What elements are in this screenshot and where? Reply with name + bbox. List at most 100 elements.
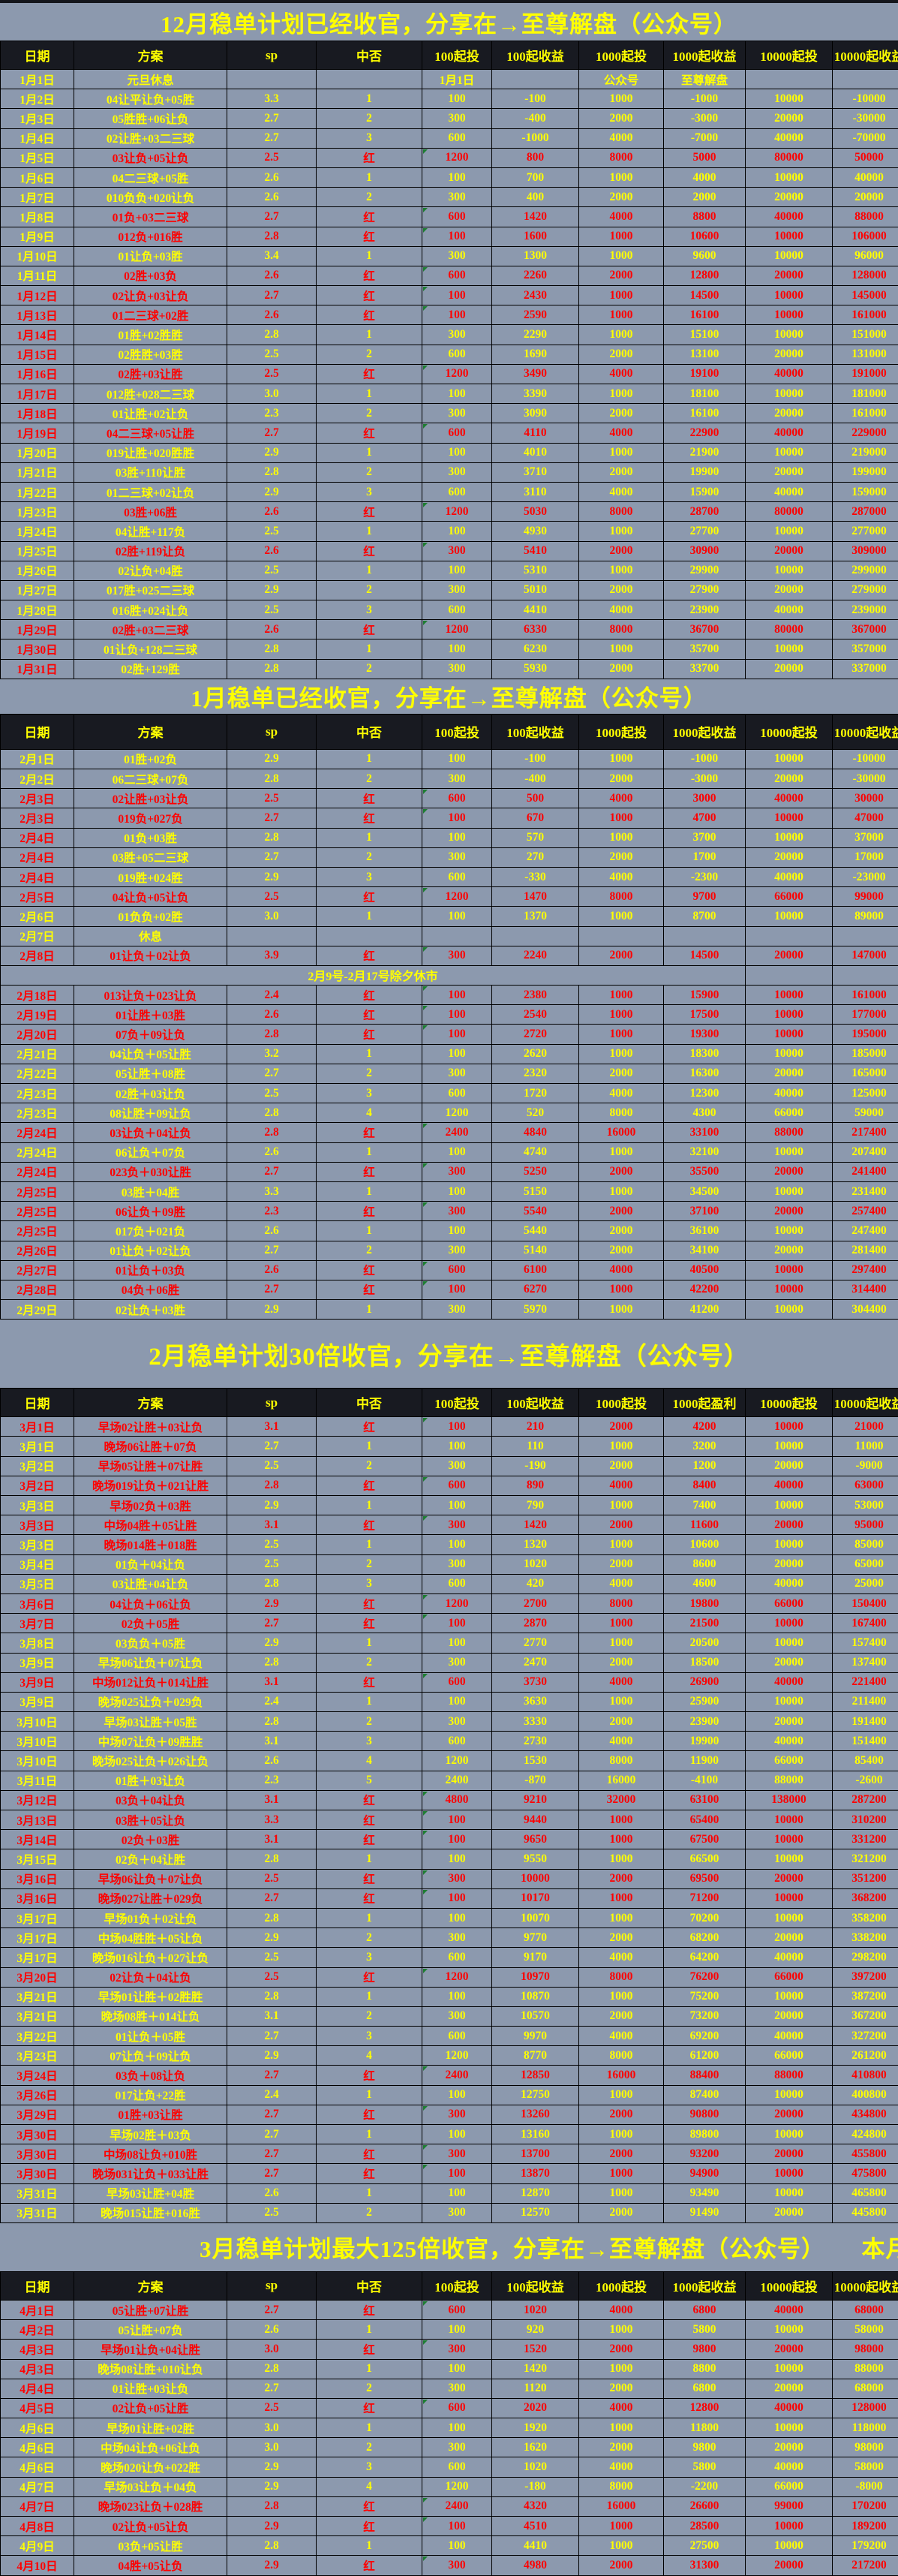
result-cell: 1: [317, 89, 422, 109]
stake10000-cell: 10000: [746, 1221, 833, 1241]
stake10000-cell: 10000: [746, 1417, 833, 1437]
stake100-cell: 100: [422, 1614, 492, 1633]
plan-cell: 晚场020让负+022胜: [74, 2457, 227, 2477]
profit100-cell: 1320: [492, 1535, 579, 1554]
profit1000-cell: 28700: [664, 502, 746, 522]
column-header-sp-cell: sp: [227, 2271, 317, 2300]
result-cell: 4: [317, 2477, 422, 2496]
plan-cell: 019让胜+020胜胜: [74, 443, 227, 462]
profit100-cell: 4410: [492, 2536, 579, 2556]
sp-cell: 2.7: [227, 286, 317, 305]
stake10000-cell: 10000: [746, 2085, 833, 2105]
profit1000-cell: 5000: [664, 148, 746, 167]
stake10000-cell: 10000: [746, 167, 833, 187]
result-cell: 红: [317, 1162, 422, 1181]
stake100-cell: 300: [422, 1162, 492, 1181]
result-cell: 1: [317, 1633, 422, 1653]
profit1000-cell: 19100: [664, 364, 746, 384]
stake1000-cell: 4000: [579, 1672, 664, 1692]
stake10000-cell: 20000: [746, 1162, 833, 1181]
result-cell: 1: [317, 325, 422, 345]
profit100-cell: 2020: [492, 2398, 579, 2418]
profit10000-cell: 165000: [833, 1064, 898, 1083]
profit1000-cell: 68200: [664, 1928, 746, 1948]
profit1000-cell: 61200: [664, 2046, 746, 2066]
stake10000-cell: 88000: [746, 2066, 833, 2085]
date-cell: 2月25日: [1, 1221, 74, 1241]
stake100-cell: 100: [422, 384, 492, 404]
profit10000-cell: 53000: [833, 1496, 898, 1515]
sp-cell: 2.7: [227, 2125, 317, 2144]
stake10000-cell: 99000: [746, 2496, 833, 2516]
sp-cell: 2.8: [227, 2359, 317, 2379]
profit1000-cell: -1000: [664, 749, 746, 769]
profit100-cell: 12870: [492, 2183, 579, 2203]
date-cell: 3月3日: [1, 1496, 74, 1515]
stake1000-cell: 1000: [579, 808, 664, 828]
stake1000-cell: 4000: [579, 1574, 664, 1593]
result-cell: 红: [317, 2556, 422, 2575]
stake1000-cell: 1000: [579, 227, 664, 246]
sp-cell: 2.9: [227, 1300, 317, 1320]
result-cell: 红: [317, 541, 422, 561]
profit100-cell: -100: [492, 749, 579, 769]
result-cell: 3: [317, 1732, 422, 1751]
profit10000-cell: 321200: [833, 1849, 898, 1869]
profit1000-cell: 12800: [664, 2398, 746, 2418]
plan-cell: 元旦休息: [74, 70, 227, 89]
stake10000-cell: 10000: [746, 1987, 833, 2006]
sp-cell: [227, 70, 317, 89]
date-cell: 3月29日: [1, 2105, 74, 2124]
profit10000-cell: 145000: [833, 286, 898, 305]
profit100-cell: 3390: [492, 384, 579, 404]
date-cell: 1月22日: [1, 482, 74, 501]
date-cell: 3月22日: [1, 2027, 74, 2046]
empty-cell: [833, 965, 898, 985]
plan-cell: 早场02负＋03胜: [74, 1496, 227, 1515]
stake1000-cell: 2000: [579, 1241, 664, 1260]
stake10000-cell: 40000: [746, 207, 833, 227]
result-cell: 红: [317, 789, 422, 808]
profit100-cell: 5140: [492, 1241, 579, 1260]
column-header-stake1000-cell: 1000起投: [579, 714, 664, 749]
result-cell: 1: [317, 2536, 422, 2556]
stake1000-cell: 1000: [579, 2164, 664, 2183]
sp-cell: 2.5: [227, 1948, 317, 1967]
stake100-cell: 1200: [422, 1593, 492, 1613]
date-cell: 2月29日: [1, 1300, 74, 1320]
stake10000-cell: 20000: [746, 1241, 833, 1260]
result-cell: 红: [317, 2398, 422, 2418]
profit10000-cell: 99000: [833, 887, 898, 907]
stake1000-cell: 2000: [579, 1554, 664, 1574]
date-cell: 4月3日: [1, 2359, 74, 2379]
sp-cell: 2.5: [227, 1554, 317, 1574]
stake100-cell: 300: [422, 2438, 492, 2457]
stake1000-cell: 2000: [579, 847, 664, 867]
result-cell: 2: [317, 1653, 422, 1672]
stake1000-cell: 2000: [579, 1712, 664, 1732]
result-cell: 红: [317, 1967, 422, 1987]
profit10000-cell: 195000: [833, 1025, 898, 1044]
stake10000-cell: 20000: [746, 188, 833, 207]
column-header-profit1000-cell: 1000起收益: [664, 41, 746, 70]
column-header-sp-cell: sp: [227, 1389, 317, 1417]
result-cell: 红: [317, 207, 422, 227]
sp-cell: 2.8: [227, 325, 317, 345]
profit10000-cell: 297400: [833, 1260, 898, 1280]
profit10000-cell: 20000: [833, 188, 898, 207]
plan-cell: 早场02让胜＋03让负: [74, 1417, 227, 1437]
date-cell: 3月9日: [1, 1672, 74, 1692]
stake100-cell: 1200: [422, 502, 492, 522]
sp-cell: 2.8: [227, 1908, 317, 1927]
stake1000-cell: 2000: [579, 2203, 664, 2222]
stake100-cell: 300: [422, 946, 492, 965]
